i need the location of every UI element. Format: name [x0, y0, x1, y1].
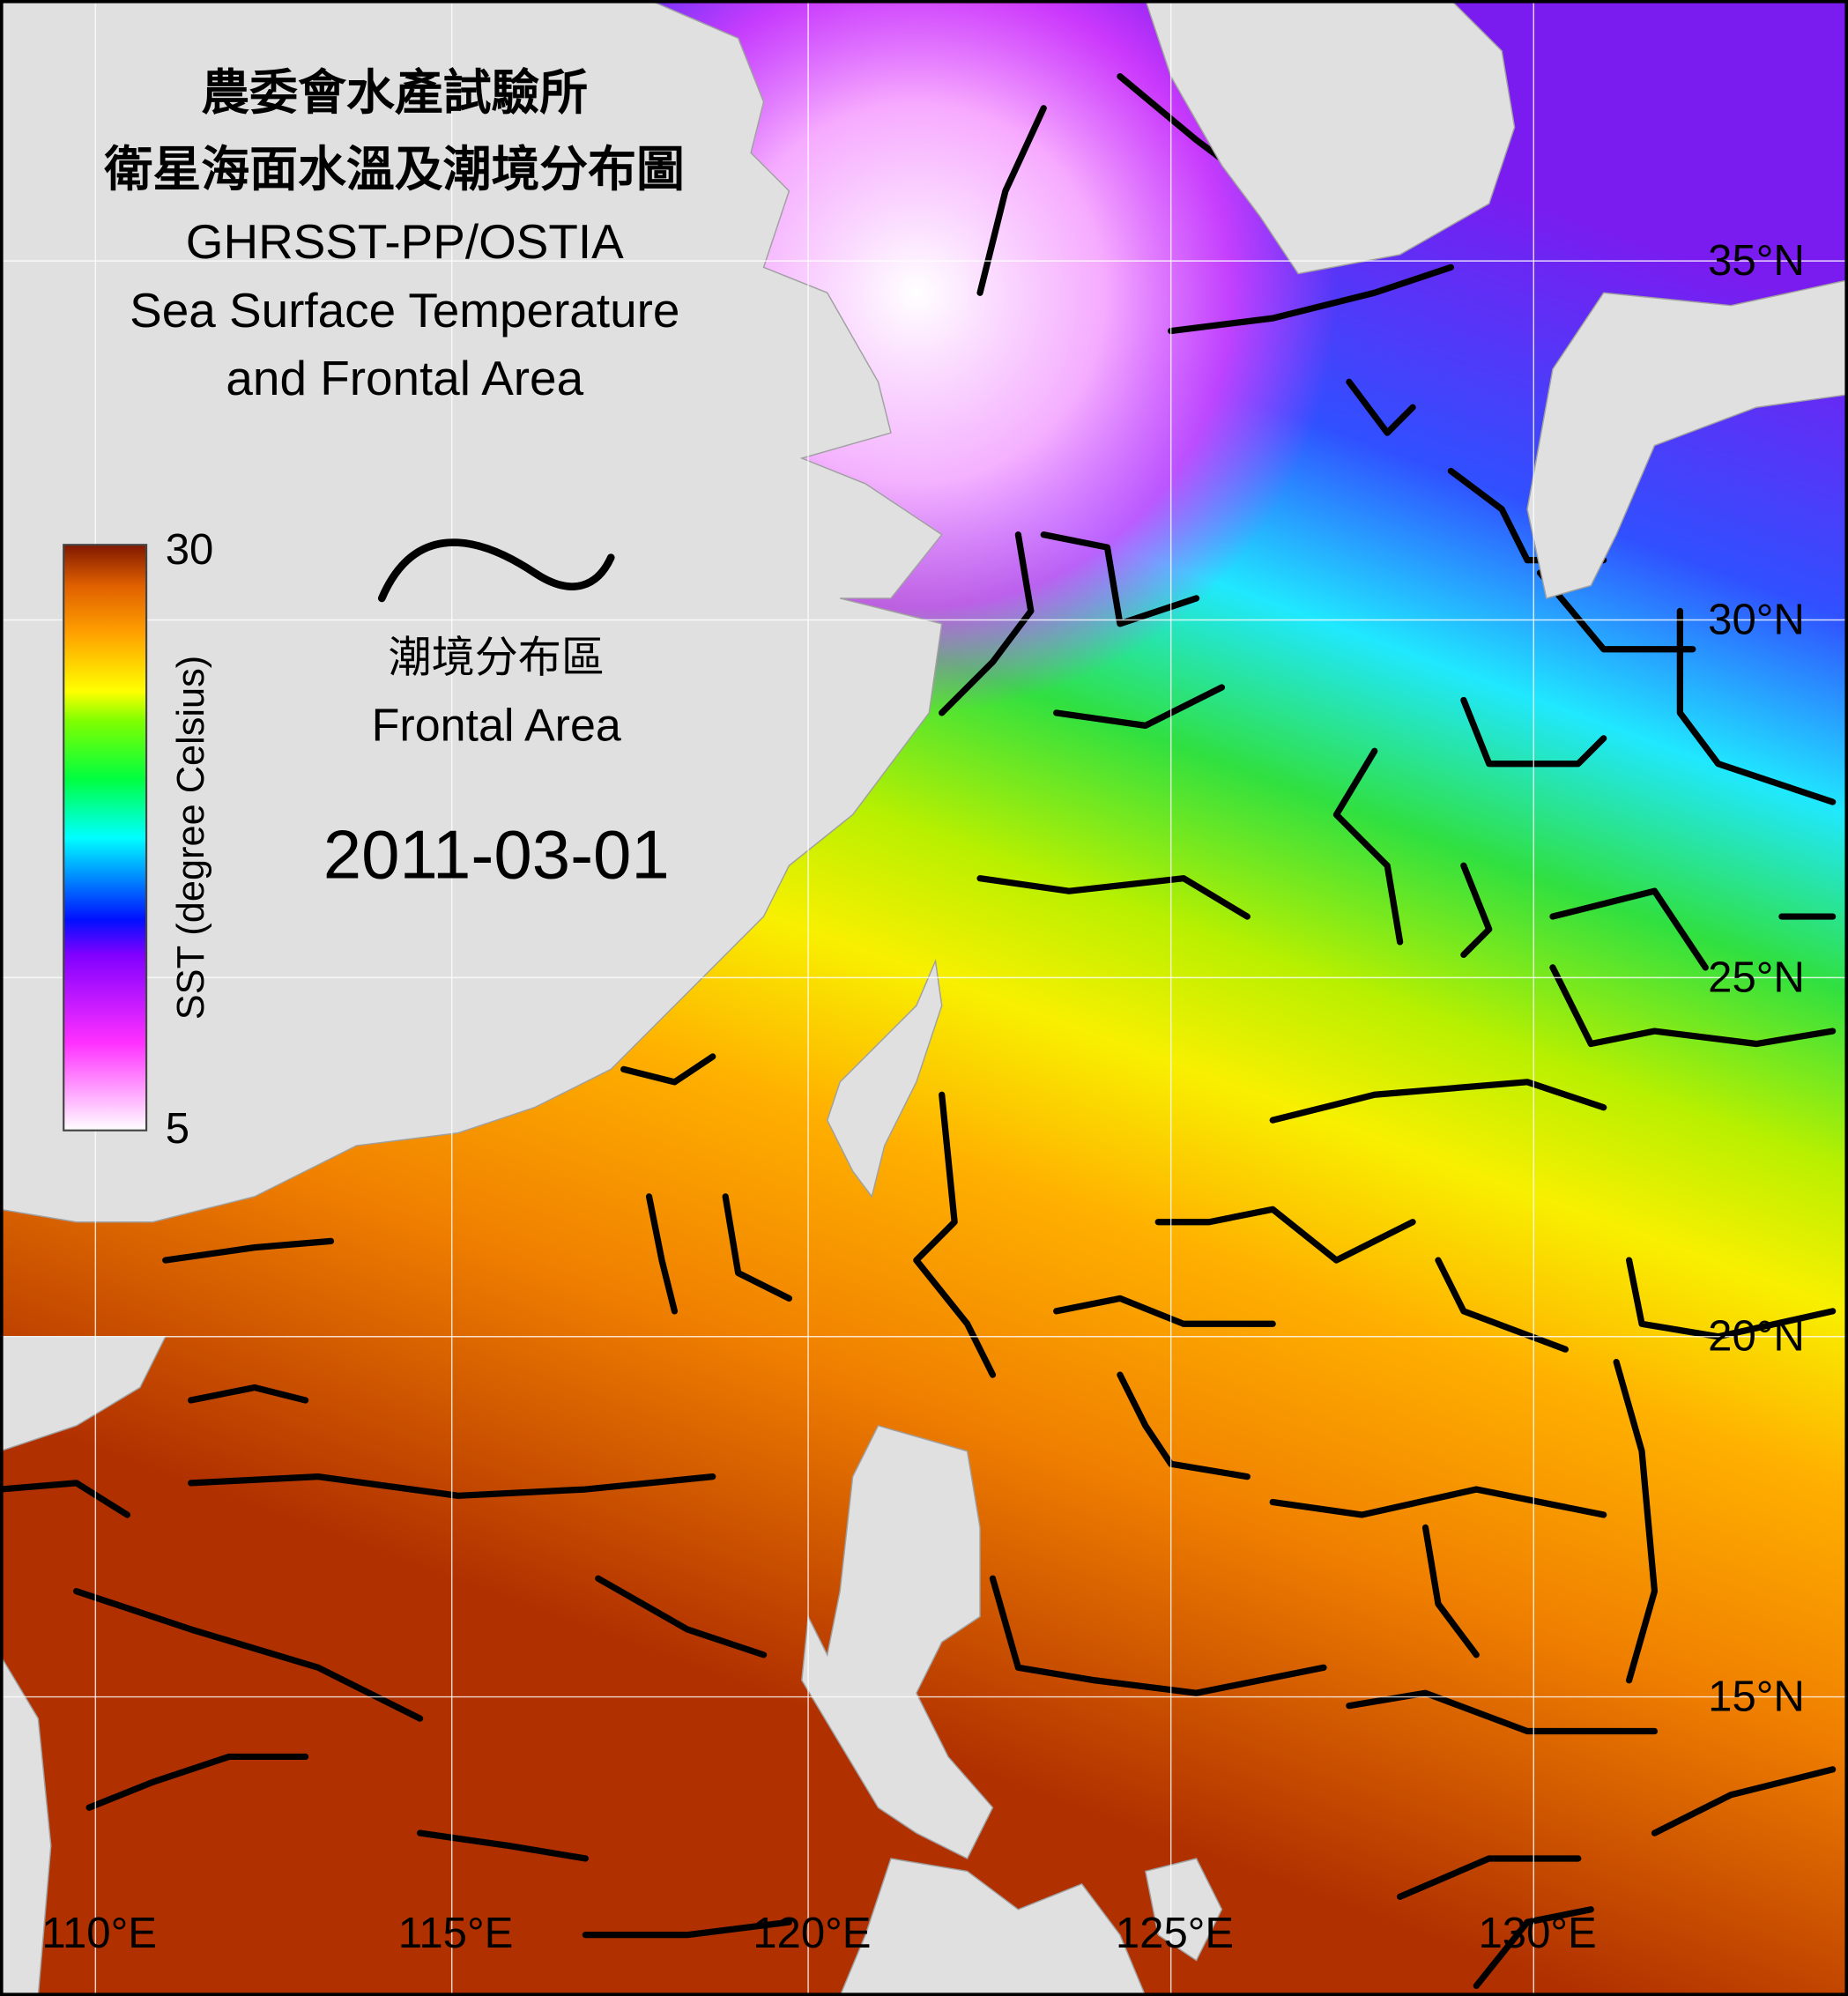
front — [1332, 747, 1404, 946]
front — [722, 1193, 793, 1302]
lon-label: 110°E — [41, 1910, 157, 1957]
colorbar: 30 5 SST (degree Celsius) — [63, 526, 213, 1153]
title-en-1: GHRSST-PP/OSTIA — [186, 214, 624, 269]
legend-zh: 潮境分布區 — [389, 632, 605, 683]
front — [595, 1575, 768, 1658]
indochina — [0, 1653, 52, 1996]
front — [1676, 607, 1837, 805]
front — [85, 1753, 309, 1811]
front — [1168, 263, 1455, 335]
lat-label: 35°N — [1708, 237, 1805, 285]
front — [1460, 862, 1493, 958]
lat-labels: 35°N 30°N 25°N 20°N 15°N — [1708, 237, 1805, 1720]
lat-label: 25°N — [1708, 953, 1805, 1001]
front — [1625, 1257, 1837, 1340]
front — [1346, 1689, 1659, 1735]
visayas — [839, 1858, 1147, 1996]
legend: 潮境分布區 Frontal Area — [372, 538, 621, 752]
date: 2011-03-01 — [323, 816, 670, 894]
title-block: 農委會水產試驗所 衛星海面水溫及潮境分布圖 GHRSST-PP/OSTIA Se… — [103, 64, 684, 405]
front — [1269, 1079, 1607, 1124]
lon-label: 115°E — [398, 1910, 514, 1957]
front — [1651, 1766, 1837, 1836]
japan — [1526, 279, 1848, 599]
front — [0, 1480, 131, 1518]
front — [976, 105, 1047, 296]
front — [1397, 1855, 1582, 1900]
front — [162, 1237, 335, 1264]
taiwan — [826, 958, 943, 1198]
front — [989, 1575, 1327, 1696]
china — [0, 0, 943, 1223]
front — [1040, 531, 1200, 627]
front — [1549, 887, 1709, 971]
colorbar-min: 5 — [166, 1105, 189, 1153]
front — [1053, 684, 1226, 729]
lat-label: 15°N — [1708, 1673, 1805, 1720]
legend-front-symbol — [377, 538, 615, 603]
korea — [1145, 0, 1516, 275]
lon-labels: 110°E 115°E 120°E 125°E 130°E — [41, 1910, 1596, 1957]
front — [939, 531, 1035, 716]
front — [1117, 1371, 1251, 1480]
front — [416, 1829, 589, 1862]
colorbar-max: 30 — [166, 526, 214, 574]
front — [582, 1918, 793, 1939]
lon-label: 120°E — [753, 1910, 871, 1957]
front — [620, 1053, 716, 1086]
title-en-2: Sea Surface Temperature — [130, 283, 679, 338]
front — [1346, 378, 1416, 436]
lon-label: 130°E — [1478, 1910, 1596, 1957]
lat-label: 30°N — [1708, 596, 1805, 643]
front — [1053, 1295, 1276, 1327]
title-en-3: and Frontal Area — [226, 351, 583, 405]
luzon — [801, 1424, 994, 1859]
front — [1473, 1906, 1594, 1990]
front — [73, 1588, 424, 1722]
mindanao-north — [1144, 1858, 1223, 1962]
lat-label: 20°N — [1708, 1313, 1805, 1361]
title-zh-2: 衛星海面水溫及潮境分布圖 — [103, 141, 684, 197]
legend-en: Frontal Area — [372, 701, 621, 752]
front — [976, 875, 1251, 920]
front — [645, 1193, 679, 1315]
front — [1536, 569, 1696, 653]
front — [913, 1091, 997, 1378]
front — [1613, 1359, 1659, 1684]
lon-label: 125°E — [1116, 1910, 1234, 1957]
front — [1154, 1206, 1416, 1264]
front — [1269, 1486, 1607, 1518]
colorbar-ramp — [63, 544, 148, 1132]
front — [1549, 964, 1837, 1048]
front — [188, 1473, 716, 1499]
title-zh-1: 農委會水產試驗所 — [201, 64, 588, 121]
front — [1421, 1524, 1480, 1658]
front — [188, 1384, 309, 1404]
colorbar-label: SST (degree Celsius) — [170, 656, 212, 1020]
